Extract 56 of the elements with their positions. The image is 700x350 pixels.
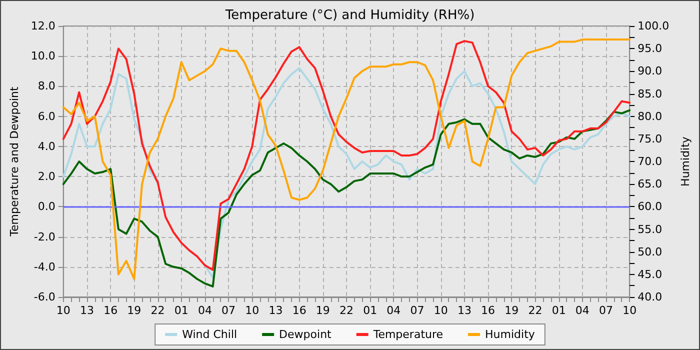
y2-tick-label: 55.0	[638, 222, 662, 236]
y-tick-label: 2.0	[38, 170, 56, 184]
x-tick-label: 16	[481, 304, 496, 317]
y-tick-label: 12.0	[30, 20, 56, 32]
y-tick-label: -2.0	[34, 230, 56, 244]
x-tick-label: 22	[528, 304, 542, 317]
y-tick-label: 10.0	[30, 50, 56, 63]
y-tick-label: 4.0	[38, 140, 56, 153]
x-tick-label: 10	[245, 304, 260, 317]
x-tick-label: 10	[434, 304, 448, 317]
y-axis-title: Temperature and Dewpoint	[8, 86, 21, 238]
x-tick-label: 01	[174, 304, 188, 317]
x-tick-label: 01	[363, 304, 378, 317]
y-tick-label: 0.0	[38, 200, 56, 214]
x-tick-label: 07	[599, 304, 614, 317]
x-tick-label: 22	[150, 304, 165, 317]
line-series	[62, 109, 631, 288]
y-tick-label: -6.0	[34, 290, 56, 304]
x-tick-label: 04	[575, 304, 590, 317]
y-tick-label: -4.0	[34, 260, 56, 274]
y2-tick-label: 100.0	[638, 20, 670, 32]
x-tick-label: 07	[410, 304, 424, 317]
x-tick-label: 07	[222, 304, 236, 317]
legend-label: Wind Chill	[182, 328, 238, 341]
y-tick-label: 6.0	[38, 110, 56, 123]
x-tick-label: 16	[292, 304, 306, 317]
y2-tick-label: 80.0	[638, 110, 662, 123]
x-tick-label: 13	[457, 304, 472, 317]
x-tick-label: 19	[504, 304, 519, 317]
y2-tick-label: 65.0	[638, 178, 662, 191]
legend-label: Dewpoint	[279, 328, 332, 341]
x-tick-label: 13	[80, 304, 94, 317]
y2-tick-label: 45.0	[638, 268, 662, 281]
x-tick-label: 04	[386, 304, 401, 317]
y2-tick-label: 40.0	[638, 290, 662, 304]
x-tick-label: 04	[198, 304, 212, 317]
x-tick-label: 16	[104, 304, 118, 317]
x-tick-label: 22	[340, 304, 354, 317]
x-tick-label: 01	[552, 304, 566, 317]
chart-title: Temperature (°C) and Humidity (RH%)	[224, 8, 475, 23]
y2-tick-label: 75.0	[638, 132, 662, 146]
y2-tick-label: 85.0	[638, 87, 662, 100]
x-tick-label: 19	[127, 304, 142, 317]
y2-tick-label: 70.0	[638, 155, 662, 168]
y2-tick-label: 90.0	[638, 64, 662, 78]
y2-tick-label: 60.0	[638, 200, 662, 214]
x-tick-label: 10	[56, 304, 70, 317]
x-tick-label: 19	[316, 304, 330, 317]
y2-tick-label: 95.0	[638, 42, 662, 56]
legend-label: Humidity	[485, 328, 536, 341]
x-tick-label: 13	[268, 304, 283, 317]
y-tick-label: 8.0	[38, 80, 56, 93]
x-tick-label: 10	[622, 304, 637, 317]
y2-tick-label: 50.0	[638, 245, 662, 258]
legend-label: Temperature	[372, 328, 444, 341]
y2-axis-title: Humidity	[679, 136, 692, 186]
